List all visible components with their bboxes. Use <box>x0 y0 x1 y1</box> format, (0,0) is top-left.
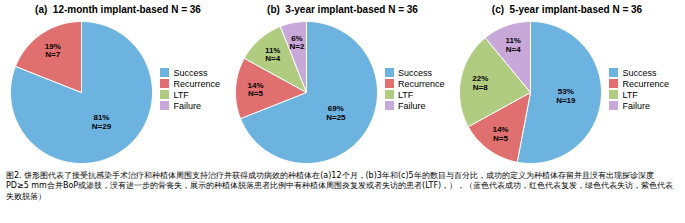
svg-text:69%N=25: 69%N=25 <box>326 104 346 122</box>
svg-text:6%N=2: 6%N=2 <box>289 34 304 52</box>
html-text:(a) 12-month implant-based N =: (a) 12-month implant-based N = 36 <box>35 4 201 15</box>
html-text:Recurrence: Recurrence <box>173 78 220 89</box>
svg-text:22%N=8: 22%N=8 <box>472 74 488 92</box>
html-text:LTF: LTF <box>173 89 189 100</box>
svg-text:14%N=5: 14%N=5 <box>492 125 508 143</box>
html-text:Failure: Failure <box>398 100 426 111</box>
svg-text:11%N=4: 11%N=4 <box>505 36 521 54</box>
html-text:LTF: LTF <box>398 89 414 100</box>
svg-text:81%N=29: 81%N=29 <box>92 113 112 131</box>
html-text:Failure: Failure <box>622 100 650 111</box>
html-text:(c) 5-year implant-based N = 3: (c) 5-year implant-based N = 36 <box>491 4 643 15</box>
html-text:Failure: Failure <box>173 100 201 111</box>
svg-text:11%N=4: 11%N=4 <box>264 46 280 64</box>
html-text:Recurrence: Recurrence <box>622 78 669 89</box>
svg-text:19%N=7: 19%N=7 <box>45 42 61 60</box>
html-text:Recurrence: Recurrence <box>398 78 445 89</box>
html-text:Success: Success <box>173 67 208 78</box>
html-text:(b) 3-year implant-based N = 3: (b) 3-year implant-based N = 36 <box>267 4 418 15</box>
svg-text:14%N=5: 14%N=5 <box>247 81 263 99</box>
svg-text:53%N=19: 53%N=19 <box>556 87 576 105</box>
html-text:图2. 饼形图代表了接受抗感染手术治疗和种植体周围支持治疗并: 图2. 饼形图代表了接受抗感染手术治疗和种植体周围支持治疗并获得成功病效的种植体… <box>6 171 674 201</box>
html-text:Success: Success <box>622 67 657 78</box>
html-text:Success: Success <box>398 67 432 78</box>
html-text:LTF: LTF <box>622 89 638 100</box>
